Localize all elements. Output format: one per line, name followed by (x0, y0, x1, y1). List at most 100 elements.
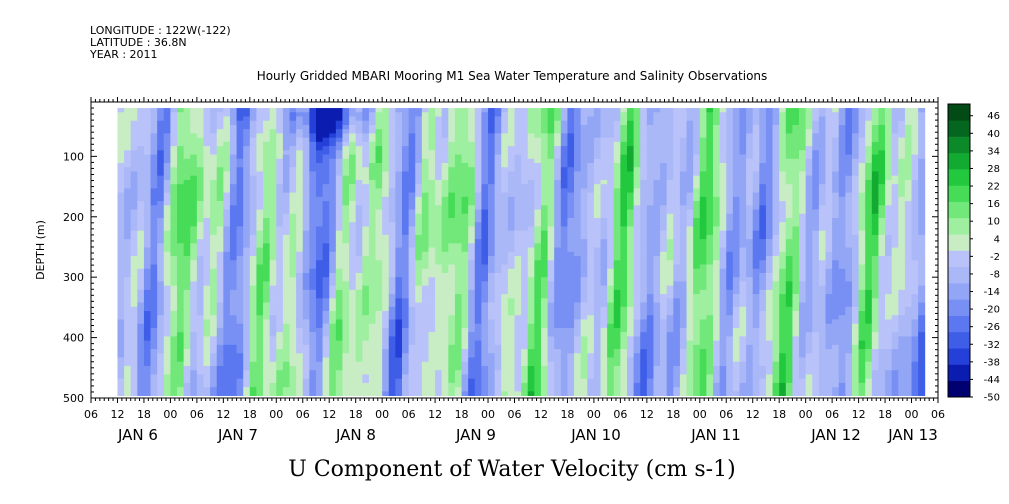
heatmap-cell (349, 243, 357, 248)
heatmap-cell (137, 179, 145, 185)
year-label: YEAR : 2011 (89, 48, 158, 61)
heatmap-cell (521, 226, 529, 232)
heatmap-cell (229, 378, 237, 384)
heatmap-cell (342, 311, 350, 316)
heatmap-cell (329, 323, 337, 329)
heatmap-cell (216, 353, 224, 358)
heatmap-cell (163, 370, 171, 375)
heatmap-cell (580, 391, 588, 396)
heatmap-cell (554, 201, 562, 206)
heatmap-cell (507, 298, 515, 303)
heatmap-cell (243, 315, 251, 320)
heatmap-cell (388, 226, 396, 232)
heatmap-cell (143, 256, 151, 261)
heatmap-cell (216, 277, 224, 282)
heatmap-cell (461, 281, 469, 287)
heatmap-cell (163, 205, 171, 210)
heatmap-cell (269, 370, 277, 375)
heatmap-cell (415, 243, 423, 248)
heatmap-cell (302, 294, 310, 299)
heatmap-cell (567, 112, 575, 117)
heatmap-cell (177, 116, 185, 122)
heatmap-cell (415, 378, 423, 384)
heatmap-cell (435, 154, 443, 160)
heatmap-cell (481, 387, 489, 392)
heatmap-cell (216, 163, 224, 168)
heatmap-cell (243, 188, 251, 194)
heatmap-cell (521, 133, 529, 139)
heatmap-cell (514, 323, 522, 329)
heatmap-cell (521, 239, 529, 244)
heatmap-cell (130, 268, 138, 274)
heatmap-cell (481, 311, 489, 316)
heatmap-cell (183, 137, 191, 143)
heatmap-cell (501, 349, 509, 354)
heatmap-cell (190, 222, 198, 227)
heatmap-cell (441, 251, 449, 257)
heatmap-cell (574, 239, 582, 244)
heatmap-cell (448, 256, 456, 261)
heatmap-cell (600, 116, 608, 122)
heatmap-cell (481, 315, 489, 320)
heatmap-cell (428, 340, 436, 346)
heatmap-cell (210, 154, 218, 160)
heatmap-cell (296, 226, 304, 232)
heatmap-cell (183, 256, 191, 261)
heatmap-cell (183, 357, 191, 363)
heatmap-cell (124, 137, 132, 143)
heatmap-cell (580, 332, 588, 337)
heatmap-cell (256, 289, 264, 295)
heatmap-cell (150, 175, 158, 181)
heatmap-cell (521, 260, 529, 265)
heatmap-cell (600, 163, 608, 168)
heatmap-cell (249, 112, 257, 117)
heatmap-cell (527, 158, 535, 164)
heatmap-cell (587, 327, 595, 333)
heatmap-cell (302, 277, 310, 282)
heatmap-cell (560, 141, 568, 147)
heatmap-cell (236, 150, 244, 155)
heatmap-cell (117, 243, 125, 248)
heatmap-cell (150, 167, 158, 172)
heatmap-cell (124, 213, 132, 219)
heatmap-cell (170, 146, 178, 151)
heatmap-cell (342, 361, 350, 367)
heatmap-cell (600, 213, 608, 219)
heatmap-cell (276, 196, 284, 202)
heatmap-cell (507, 171, 515, 177)
heatmap-cell (163, 306, 171, 312)
heatmap-cell (375, 179, 383, 185)
heatmap-cell (567, 374, 575, 380)
heatmap-cell (547, 108, 555, 113)
heatmap-cell (388, 167, 396, 172)
heatmap-cell (388, 175, 396, 181)
heatmap-cell (150, 239, 158, 244)
heatmap-cell (507, 340, 515, 346)
heatmap-cell (263, 344, 271, 350)
heatmap-cell (567, 268, 575, 274)
heatmap-cell (190, 382, 198, 388)
heatmap-cell (302, 234, 310, 240)
heatmap-cell (322, 222, 330, 227)
heatmap-cell (269, 217, 277, 223)
heatmap-cell (302, 209, 310, 215)
heatmap-cell (196, 370, 204, 375)
heatmap-cell (382, 230, 390, 236)
heatmap-cell (296, 179, 304, 185)
heatmap-cell (474, 175, 482, 181)
heatmap-cell (527, 234, 535, 240)
heatmap-cell (421, 141, 429, 147)
heatmap-cell (567, 184, 575, 189)
heatmap-cell (375, 302, 383, 308)
heatmap-cell (382, 251, 390, 257)
heatmap-cell (177, 175, 185, 181)
heatmap-cell (322, 294, 330, 299)
heatmap-cell (124, 129, 132, 134)
heatmap-cell (421, 230, 429, 236)
heatmap-cell (263, 230, 271, 236)
heatmap-cell (574, 243, 582, 248)
heatmap-cell (547, 243, 555, 248)
heatmap-cell (540, 247, 548, 253)
heatmap-cell (560, 234, 568, 240)
heatmap-cell (468, 277, 476, 282)
